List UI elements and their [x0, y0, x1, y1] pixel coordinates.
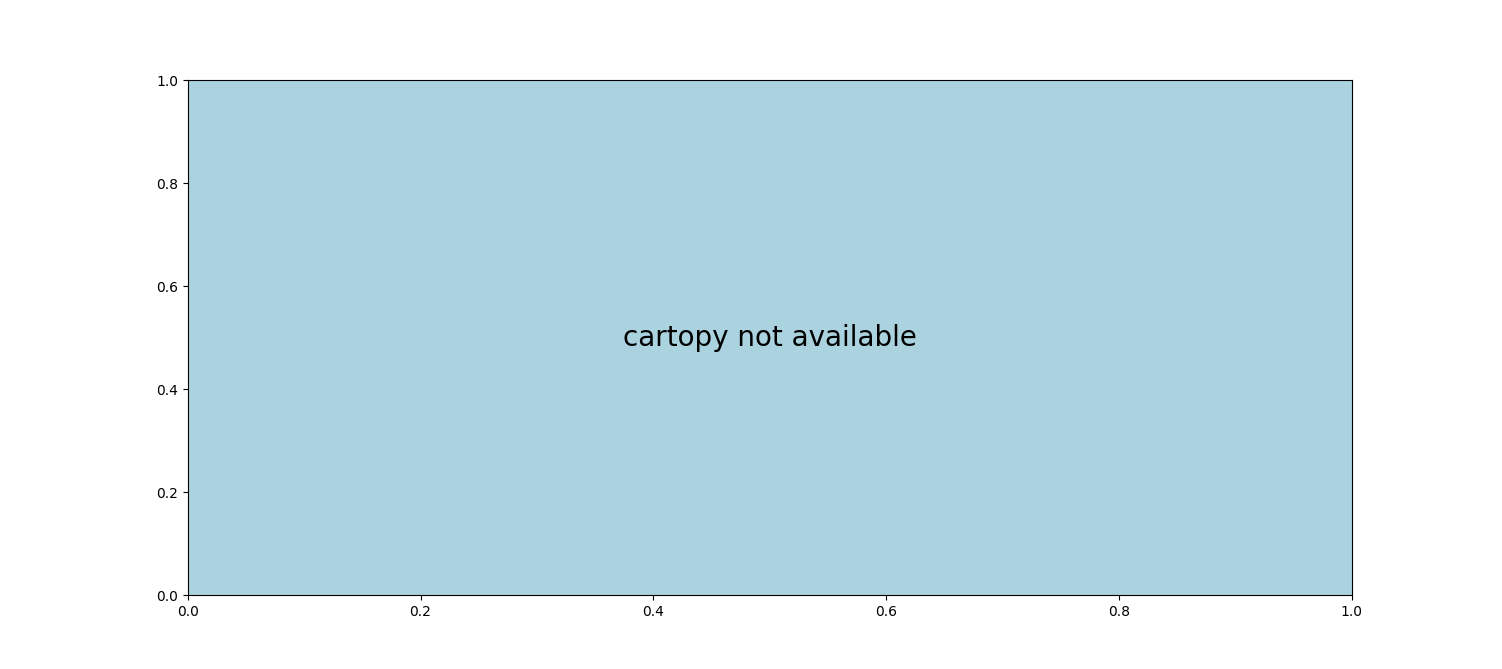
- Text: cartopy not available: cartopy not available: [623, 324, 916, 352]
